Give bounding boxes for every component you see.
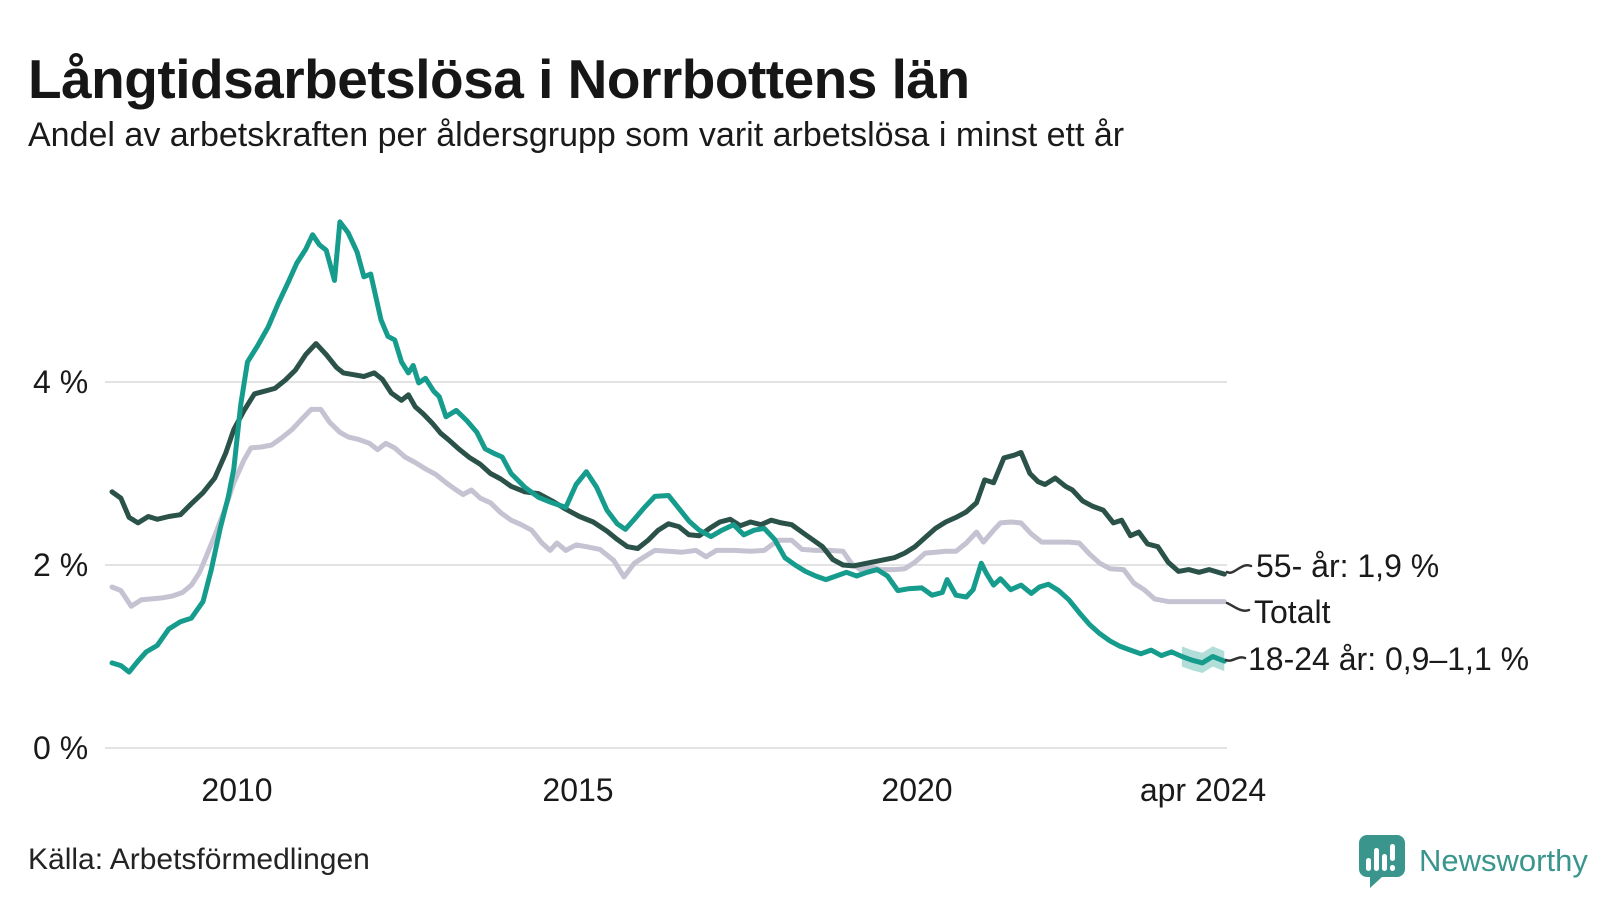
source-attribution: Källa: Arbetsförmedlingen xyxy=(28,843,370,876)
newsworthy-speech-bubble-icon xyxy=(1359,835,1405,888)
x-axis-tick-2010: 2010 xyxy=(201,772,273,808)
x-axis-tick-2020: 2020 xyxy=(881,772,953,808)
series-end-label-18-24-ar: 18-24 år: 0,9–1,1 % xyxy=(1248,641,1530,677)
label-connector-totalt xyxy=(1225,601,1251,612)
y-axis-tick-4pct: 4 % xyxy=(33,364,89,400)
y-axis-tick-0pct: 0 % xyxy=(33,730,89,766)
chart-subtitle: Andel av arbetskraften per åldersgrupp s… xyxy=(28,116,1125,154)
label-connector-55-ar xyxy=(1225,564,1253,574)
series-line-18-24-ar xyxy=(109,219,1227,675)
y-axis-tick-2pct: 2 % xyxy=(33,547,89,583)
x-axis-tick-2015: 2015 xyxy=(542,772,614,808)
newsworthy-logo[interactable]: Newsworthy xyxy=(1356,832,1588,890)
series-line-totalt xyxy=(109,406,1227,609)
page-title: Långtidsarbetslösa i Norrbottens län xyxy=(28,47,970,110)
series-line-55-ar xyxy=(109,341,1227,577)
x-axis-tick-apr-2024: apr 2024 xyxy=(1139,772,1267,808)
series-end-label-55-ar: 55- år: 1,9 % xyxy=(1256,548,1440,584)
newsworthy-wordmark: Newsworthy xyxy=(1419,843,1588,878)
label-connector-18-24-ar xyxy=(1224,656,1247,662)
series-end-label-totalt: Totalt xyxy=(1254,594,1331,630)
